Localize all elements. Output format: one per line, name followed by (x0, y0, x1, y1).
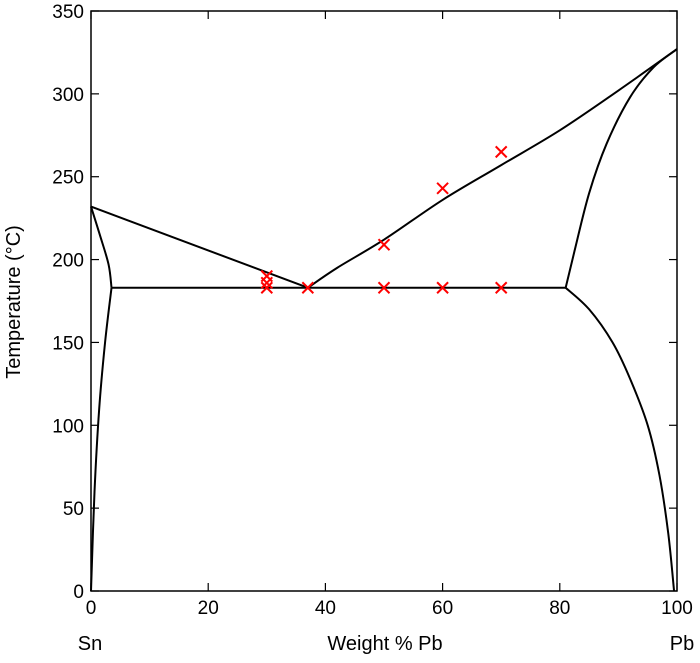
phase-boundary-line (307, 48, 678, 289)
x-tick-label: 60 (432, 598, 453, 619)
phase-boundary-line (90, 206, 113, 288)
x-tick-label: 80 (549, 598, 570, 619)
left-end-label: Sn (78, 633, 102, 655)
y-axis-ticks: 0 50 100 150 200 250 300 350 (52, 2, 677, 603)
x-tick-label: 0 (86, 598, 97, 619)
x-tick-label: 40 (315, 598, 336, 619)
data-point-x-marker (377, 238, 391, 251)
data-point-x-marker (377, 281, 391, 294)
phase-boundary-line (564, 287, 676, 592)
data-markers (260, 145, 508, 294)
y-tick-label: 150 (52, 333, 84, 354)
y-tick-label: 250 (52, 168, 84, 189)
phase-boundary-line (90, 287, 113, 592)
y-tick-label: 350 (52, 2, 84, 23)
x-tick-label: 100 (661, 598, 693, 619)
right-end-label: Pb (670, 633, 694, 655)
y-tick-label: 50 (63, 499, 84, 520)
data-point-x-marker (436, 281, 449, 294)
data-point-x-marker (260, 276, 274, 289)
data-point-x-marker (436, 182, 449, 195)
data-point-x-marker (494, 281, 508, 294)
data-point-x-marker (494, 145, 508, 159)
x-axis-ticks: 0 20 40 60 80 100 (86, 11, 693, 619)
plot-frame (90, 10, 678, 592)
x-axis-title: Weight % Pb (327, 633, 442, 655)
y-tick-label: 0 (73, 582, 84, 603)
x-tick-label: 20 (198, 598, 219, 619)
phase-lines (90, 48, 678, 592)
y-axis-title: Temperature (°C) (3, 225, 25, 379)
phase-boundary-line (90, 205, 309, 289)
data-point-x-marker (260, 281, 274, 294)
y-tick-label: 300 (52, 85, 84, 106)
y-tick-label: 200 (52, 251, 84, 272)
y-tick-label: 100 (52, 416, 84, 437)
phase-boundary-line (564, 48, 678, 288)
data-point-x-marker (301, 281, 315, 294)
